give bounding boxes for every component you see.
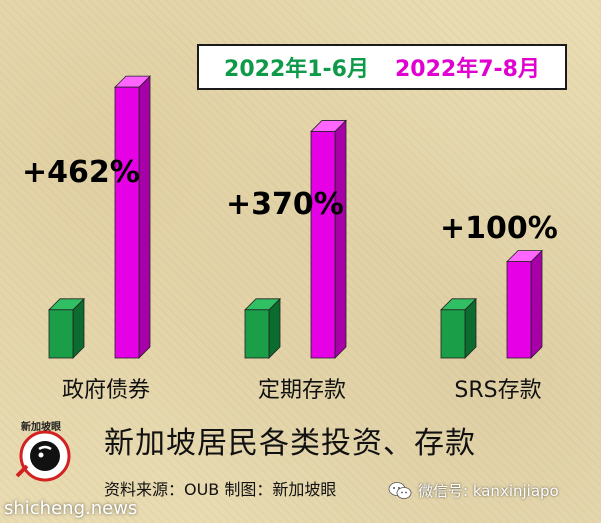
wechat-icon xyxy=(388,481,412,499)
xinjiapoyan-logo-icon xyxy=(15,430,71,482)
change-label: +100% xyxy=(440,211,558,246)
bar-h2-2 xyxy=(310,119,347,359)
bar-front xyxy=(114,86,140,359)
bar-front xyxy=(310,131,336,359)
change-label: +462% xyxy=(22,155,140,190)
logo-text: 新加坡眼 xyxy=(21,422,61,433)
watermark: shicheng.news xyxy=(4,498,138,519)
bar-side xyxy=(334,119,347,359)
wechat-badge: 微信号: kanxinjiapo xyxy=(388,480,559,501)
bar-h1-2 xyxy=(244,297,281,359)
legend-item-series1: 2022年1-6月 xyxy=(224,57,369,82)
bar-front xyxy=(48,309,74,359)
bar-side xyxy=(530,249,543,359)
logo: 新加坡眼 xyxy=(15,418,81,484)
legend: 2022年1-6月 2022年7-8月 xyxy=(197,44,567,90)
change-label: +370% xyxy=(226,187,344,222)
category-label: 定期存款 xyxy=(258,378,346,403)
bar-h2-1 xyxy=(114,75,151,359)
footer-title: 新加坡居民各类投资、存款 xyxy=(104,426,476,461)
bar-h2-3 xyxy=(506,249,543,359)
bar-h1-3 xyxy=(440,297,477,359)
wechat-id: 微信号: kanxinjiapo xyxy=(418,482,559,500)
category-label: 政府债券 xyxy=(62,378,150,403)
bar-side xyxy=(138,75,151,359)
bar-front xyxy=(244,309,270,359)
bar-front xyxy=(440,309,466,359)
bar-front xyxy=(506,261,532,359)
footer-source: 资料来源：OUB 制图：新加坡眼 xyxy=(104,480,337,499)
category-label: SRS存款 xyxy=(454,378,541,403)
bar-h1-1 xyxy=(48,297,85,359)
legend-item-series2: 2022年7-8月 xyxy=(395,57,540,82)
